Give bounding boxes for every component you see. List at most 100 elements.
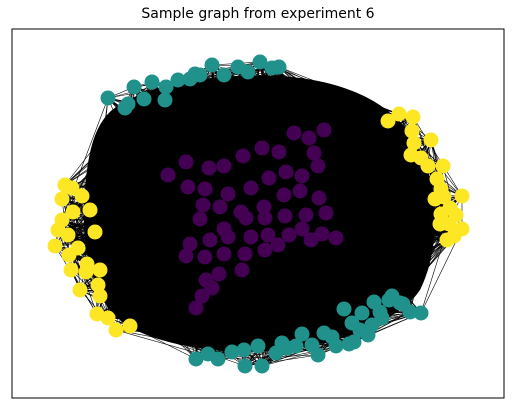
graph-node-teal <box>224 344 240 360</box>
graph-node-purple <box>286 125 302 141</box>
graph-node-purple <box>188 300 204 316</box>
graph-node-purple <box>303 232 319 248</box>
graph-node-teal <box>136 91 152 107</box>
graph-node-yellow <box>78 264 94 280</box>
graph-node-yellow <box>122 318 138 334</box>
graph-node-yellow <box>391 106 407 122</box>
graph-node-purple <box>160 167 176 183</box>
graph-node-purple <box>260 227 276 243</box>
graph-node-purple <box>243 180 259 196</box>
graph-node-purple <box>314 226 330 242</box>
graph-node-teal <box>372 304 388 320</box>
graph-nodes <box>47 54 470 374</box>
graph-edge <box>61 198 79 249</box>
graph-node-yellow <box>433 206 449 222</box>
graph-node-yellow <box>100 310 116 326</box>
graph-node-teal <box>204 57 220 73</box>
graph-node-teal <box>210 351 226 367</box>
graph-edge <box>61 198 70 256</box>
graph-node-teal <box>324 329 340 345</box>
graph-node-teal <box>144 74 160 90</box>
graph-node-teal <box>188 351 204 367</box>
graph-node-yellow <box>90 277 106 293</box>
graph-node-teal <box>413 305 429 321</box>
graph-node-yellow <box>74 188 90 204</box>
graph-node-purple <box>192 211 208 227</box>
graph-node-purple <box>195 197 211 213</box>
graph-node-purple <box>212 199 228 215</box>
graph-node-teal <box>271 59 287 75</box>
graph-node-teal <box>354 305 370 321</box>
graph-node-purple <box>278 164 294 180</box>
graph-node-purple <box>201 160 217 176</box>
graph-node-teal <box>252 54 268 70</box>
graph-node-purple <box>243 229 259 245</box>
graph-node-teal <box>310 347 326 363</box>
graph-node-purple <box>182 236 198 252</box>
graph-node-teal <box>236 342 252 358</box>
graph-node-purple <box>281 227 297 243</box>
graph-node-purple <box>180 179 196 195</box>
graph-node-yellow <box>87 224 103 240</box>
graph-node-teal <box>157 92 173 108</box>
graph-node-yellow <box>65 204 81 220</box>
graph-node-purple <box>328 230 344 246</box>
graph-node-purple <box>256 199 272 215</box>
graph-node-purple <box>234 262 250 278</box>
graph-node-teal <box>158 79 174 95</box>
graph-node-yellow <box>63 262 79 278</box>
graph-node-teal <box>170 72 186 88</box>
graph-node-purple <box>310 158 326 174</box>
graph-edge <box>412 116 463 197</box>
graph-node-purple <box>301 130 317 146</box>
graph-node-purple <box>237 246 253 262</box>
graph-node-yellow <box>108 322 124 338</box>
graph-node-purple <box>316 122 332 138</box>
graph-node-purple <box>220 186 236 202</box>
graph-node-yellow <box>427 191 443 207</box>
graph-node-purple <box>294 221 310 237</box>
graph-node-purple <box>257 242 273 258</box>
graph-node-purple <box>197 249 213 265</box>
graph-node-teal <box>254 358 270 374</box>
graph-node-purple <box>254 140 270 156</box>
graph-node-purple <box>178 248 194 264</box>
graph-node-purple <box>261 170 277 186</box>
graph-node-teal <box>187 66 203 82</box>
graph-node-yellow <box>47 238 63 254</box>
graph-node-purple <box>202 232 218 248</box>
graph-node-purple <box>204 280 220 296</box>
graph-node-teal <box>294 326 310 342</box>
graph-node-yellow <box>50 222 66 238</box>
graph-node-purple <box>197 181 213 197</box>
graph-node-teal <box>237 358 253 374</box>
graph-node-teal <box>126 79 142 95</box>
graph-node-yellow <box>446 228 462 244</box>
graph-node-yellow <box>454 188 470 204</box>
figure-title: Sample graph from experiment 6 <box>141 6 375 22</box>
graph-node-teal <box>360 327 376 343</box>
graph-node-yellow <box>405 109 421 125</box>
graph-node-yellow <box>406 135 422 151</box>
graph-node-purple <box>306 145 322 161</box>
graph-node-yellow <box>57 177 73 193</box>
graph-node-purple <box>292 183 308 199</box>
graph-node-teal <box>250 338 266 354</box>
graph-node-yellow <box>380 113 396 129</box>
graph-node-yellow <box>420 158 436 174</box>
graph-node-yellow <box>92 262 108 278</box>
graph-node-yellow <box>61 247 77 263</box>
graph-node-teal <box>216 67 232 83</box>
graph-node-yellow <box>435 158 451 174</box>
graph-node-purple <box>294 168 310 184</box>
graph-node-purple <box>257 210 273 226</box>
graph-node-teal <box>336 301 352 317</box>
graph-node-purple <box>270 237 286 253</box>
graph-node-teal <box>392 295 408 311</box>
graph-node-purple <box>277 208 293 224</box>
graph-node-yellow <box>54 191 70 207</box>
graph-node-teal <box>100 90 116 106</box>
graph-node-yellow <box>423 132 439 148</box>
graph-node-purple <box>271 144 287 160</box>
